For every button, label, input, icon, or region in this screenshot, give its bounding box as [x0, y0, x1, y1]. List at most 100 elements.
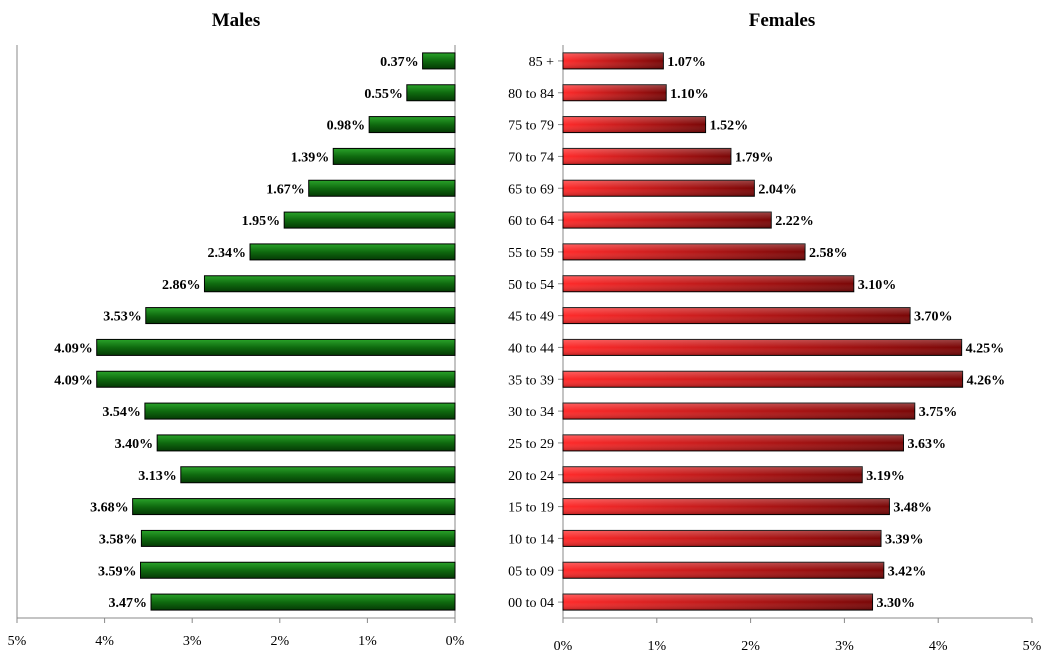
females-data-label: 3.48%: [893, 501, 932, 516]
females-data-label: 3.19%: [866, 469, 905, 484]
males-bar: [332, 147, 456, 165]
males-data-label: 3.68%: [90, 501, 129, 516]
females-bar-shine: [563, 243, 806, 260]
males-bar: [96, 370, 456, 388]
males-bar: [140, 561, 456, 579]
males-data-label: 0.37%: [380, 55, 419, 70]
females-data-label: 3.63%: [907, 437, 946, 452]
males-data-label: 0.98%: [327, 119, 366, 134]
females-bar-shine: [563, 498, 890, 515]
males-bar: [156, 434, 456, 452]
females-x-tick-label: 1%: [647, 639, 666, 654]
age-group-label: 30 to 34: [508, 405, 554, 420]
age-group-label: 35 to 39: [508, 373, 554, 388]
females-x-tick-label: 4%: [929, 639, 948, 654]
age-group-label: 45 to 49: [508, 310, 554, 325]
males-data-label: 2.86%: [162, 278, 201, 293]
females-bar-shine: [563, 530, 881, 547]
males-x-tick-label: 3%: [183, 634, 202, 649]
males-data-label: 4.09%: [54, 341, 93, 356]
age-group-label: 10 to 14: [508, 532, 554, 547]
males-data-label: 3.53%: [103, 310, 142, 325]
females-data-label: 3.42%: [888, 564, 927, 579]
males-bar: [144, 402, 456, 420]
males-data-label: 1.95%: [242, 214, 281, 229]
females-data-label: 1.07%: [667, 55, 706, 70]
females-data-label: 3.75%: [919, 405, 958, 420]
females-data-label: 2.22%: [775, 214, 814, 229]
age-group-label: 20 to 24: [508, 469, 554, 484]
males-bar: [132, 498, 456, 516]
females-bar-shine: [563, 434, 904, 451]
males-bar: [203, 275, 456, 293]
males-bar: [249, 243, 456, 261]
age-group-label: 25 to 29: [508, 437, 554, 452]
males-data-label: 3.54%: [102, 405, 141, 420]
males-bar: [422, 52, 456, 70]
females-data-label: 1.52%: [710, 119, 749, 134]
females-bar-shine: [563, 371, 963, 388]
females-bar-shine: [563, 116, 706, 133]
females-data-label: 2.58%: [809, 246, 848, 261]
males-x-tick-label: 0%: [446, 634, 465, 649]
age-group-label: 05 to 09: [508, 564, 554, 579]
females-data-label: 3.30%: [877, 596, 916, 611]
age-group-label: 65 to 69: [508, 182, 554, 197]
females-data-label: 3.10%: [858, 278, 897, 293]
females-bar-shine: [563, 339, 962, 356]
males-bar: [283, 211, 456, 229]
males-bar: [406, 84, 456, 102]
age-group-label: 60 to 64: [508, 214, 554, 229]
females-x-tick-label: 3%: [835, 639, 854, 654]
females-x-tick-label: 2%: [741, 639, 760, 654]
age-group-label: 00 to 04: [508, 596, 554, 611]
females-x-tick-label: 5%: [1023, 639, 1042, 654]
age-group-label: 70 to 74: [508, 150, 554, 165]
females-x-tick-label: 0%: [554, 639, 573, 654]
females-bar-shine: [563, 84, 667, 101]
males-bar: [368, 116, 456, 134]
females-bar-shine: [563, 180, 755, 197]
females-title: Females: [749, 10, 815, 31]
males-panel: 5% 4% 3% 2% 1% 0% 3.47% 3.59% 3.58% 3.68% 3.13% 3.4…: [8, 45, 465, 649]
females-bar-shine: [563, 52, 664, 69]
males-bar: [308, 179, 456, 197]
females-data-label: 2.04%: [758, 182, 797, 197]
males-data-label: 2.34%: [208, 246, 247, 261]
males-bar: [145, 307, 456, 325]
females-bar-shine: [563, 594, 873, 611]
males-data-label: 3.47%: [109, 596, 148, 611]
females-bar-shine: [563, 275, 854, 292]
age-group-label: 50 to 54: [508, 278, 554, 293]
age-group-label: 15 to 19: [508, 501, 554, 516]
females-data-label: 1.79%: [735, 150, 774, 165]
males-data-label: 4.09%: [54, 373, 93, 388]
males-data-label: 0.55%: [364, 87, 403, 102]
males-data-label: 3.13%: [138, 469, 177, 484]
males-data-label: 3.59%: [98, 564, 137, 579]
females-bar-shine: [563, 307, 911, 324]
age-group-label: 80 to 84: [508, 87, 554, 102]
females-data-label: 4.25%: [966, 341, 1005, 356]
males-data-label: 3.40%: [115, 437, 154, 452]
females-data-label: 3.39%: [885, 532, 924, 547]
females-data-label: 4.26%: [967, 373, 1006, 388]
males-data-label: 1.39%: [291, 150, 330, 165]
females-panel: 0% 1% 2% 3% 4% 5% 00 to 04 05 to 09 10 to 14 15 t…: [508, 45, 1042, 654]
age-group-label: 75 to 79: [508, 119, 554, 134]
males-title: Males: [212, 10, 261, 31]
females-data-label: 1.10%: [670, 87, 709, 102]
males-bar: [180, 466, 456, 484]
females-bar-shine: [563, 562, 884, 579]
females-bar-shine: [563, 403, 915, 420]
males-x-tick-label: 2%: [270, 634, 289, 649]
females-bar-shine: [563, 212, 772, 229]
males-x-tick-label: 5%: [8, 634, 27, 649]
females-bar-shine: [563, 148, 731, 165]
males-bar: [150, 593, 456, 611]
males-bar: [140, 529, 456, 547]
females-data-label: 3.70%: [914, 310, 953, 325]
males-data-label: 1.67%: [266, 182, 305, 197]
males-x-tick-label: 4%: [95, 634, 114, 649]
